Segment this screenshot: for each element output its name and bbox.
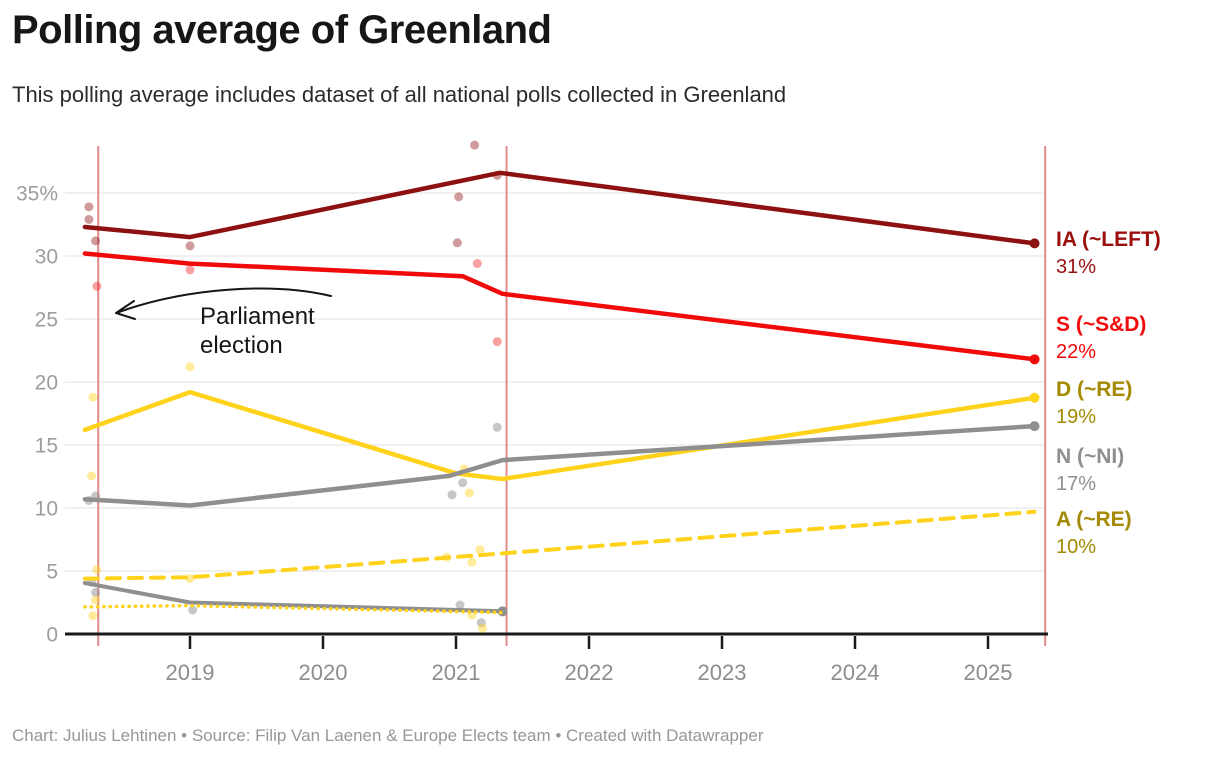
series-name: A (~RE) [1056, 508, 1132, 531]
svg-text:5: 5 [46, 561, 58, 584]
series-n [82, 421, 1040, 508]
chart-subtitle: This polling average includes dataset of… [12, 82, 787, 107]
series-label-d: D (~RE) 19% [1056, 378, 1220, 429]
series-name: D (~RE) [1056, 378, 1133, 401]
series-current-value: 22% [1056, 341, 1097, 363]
svg-text:0: 0 [46, 624, 58, 647]
svg-text:2024: 2024 [831, 660, 880, 685]
series-ia [82, 170, 1040, 249]
series-label-n: N (~NI) 17% [1056, 445, 1220, 496]
series-minor-dotted [83, 603, 505, 615]
svg-text:20: 20 [35, 372, 58, 395]
series-name: IA (~LEFT) [1056, 228, 1161, 251]
svg-text:2022: 2022 [565, 660, 614, 685]
svg-text:35%: 35% [16, 183, 58, 206]
svg-text:25: 25 [35, 309, 58, 332]
series-current-value: 17% [1056, 473, 1097, 495]
annotation-arrow [115, 287, 332, 320]
svg-text:2025: 2025 [964, 660, 1013, 685]
chart-footer: Chart: Julius Lehtinen • Source: Filip V… [12, 726, 764, 745]
series-name: S (~S&D) [1056, 313, 1147, 336]
svg-text:30: 30 [35, 246, 58, 269]
annotation-line-2: election [200, 332, 283, 359]
svg-text:2021: 2021 [432, 660, 481, 685]
series-a [82, 509, 1037, 581]
series-name: N (~NI) [1056, 445, 1125, 468]
series-s [82, 251, 1040, 365]
svg-text:2020: 2020 [299, 660, 348, 685]
series-current-value: 10% [1056, 536, 1097, 558]
series-label-ia: IA (~LEFT) 31% [1056, 228, 1220, 279]
svg-text:2023: 2023 [698, 660, 747, 685]
x-axis: 2019 2020 2021 2022 2023 2024 2025 [65, 632, 1048, 685]
svg-text:10: 10 [35, 498, 58, 521]
annotation-line-1: Parliament [200, 303, 315, 330]
gridlines [65, 192, 1044, 572]
svg-text:2019: 2019 [166, 660, 215, 685]
series-current-value: 31% [1056, 256, 1097, 278]
series-current-value: 19% [1056, 406, 1097, 428]
page-title: Polling average of Greenland [12, 8, 552, 52]
y-axis-labels: 0 5 10 15 20 25 30 35% [16, 183, 58, 647]
svg-text:15: 15 [35, 435, 58, 458]
parliament-election-annotation: Parliament election [200, 302, 315, 360]
series-label-a: A (~RE) 10% [1056, 508, 1220, 559]
series-label-s: S (~S&D) 22% [1056, 313, 1220, 364]
